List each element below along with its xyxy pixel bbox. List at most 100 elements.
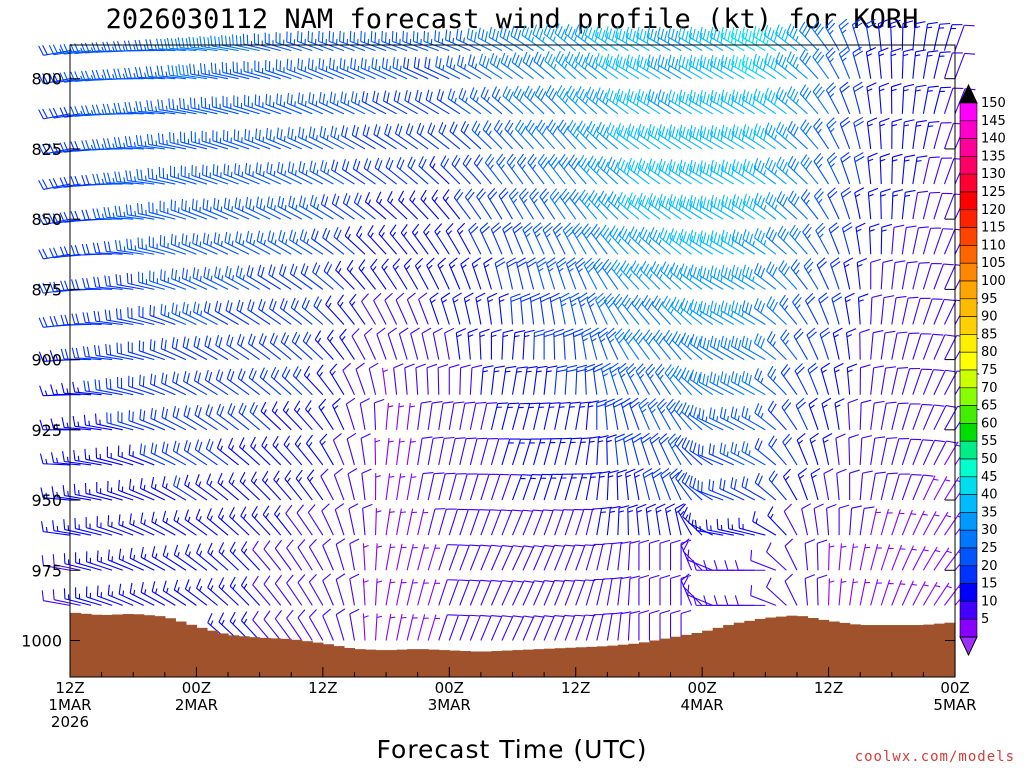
wind-barb: [629, 397, 640, 431]
wind-barb: [587, 155, 608, 185]
wind-barb-staff: [266, 137, 292, 150]
wind-barb: [526, 257, 537, 290]
wind-barb-full: [53, 281, 59, 292]
wind-barb-full: [308, 538, 317, 548]
wind-barb-full: [575, 51, 581, 62]
wind-barb-staff: [709, 417, 734, 431]
wind-barb-full: [465, 157, 472, 168]
wind-barb-full: [409, 190, 416, 200]
wind-barb-full: [669, 228, 674, 239]
wind-barb-full: [720, 26, 724, 38]
wind-barb-full: [623, 328, 631, 338]
wind-barb-full: [276, 93, 279, 104]
wind-barb-full: [639, 56, 644, 67]
wind-barb-full: [627, 157, 633, 169]
wind-barb-staff: [339, 336, 355, 360]
wind-barb-full: [411, 223, 420, 233]
wind-barb-full: [688, 89, 693, 101]
wind-barb-staff: [396, 613, 403, 641]
wind-barb: [697, 444, 724, 466]
wind-barb-staff: [562, 230, 577, 255]
wind-barb-half: [209, 515, 213, 521]
wind-barb-full: [692, 595, 697, 606]
wind-barb-half: [200, 310, 203, 316]
wind-barb-full: [706, 199, 710, 210]
wind-barb-half: [143, 45, 147, 51]
wind-barb: [451, 154, 471, 185]
wind-barb-staff: [620, 269, 640, 290]
wind-barb-staff: [137, 110, 165, 115]
wind-barb-half: [241, 205, 244, 212]
wind-barb-full: [520, 297, 531, 303]
wind-barb: [661, 295, 682, 325]
wind-barb-full: [227, 437, 234, 448]
wind-barb-half: [134, 210, 137, 217]
wind-barb-full: [215, 334, 220, 346]
wind-barb-staff: [437, 264, 450, 290]
wind-barb-full: [688, 54, 693, 66]
wind-barb-full: [539, 56, 545, 67]
wind-barb-full: [185, 303, 189, 315]
wind-barb-full: [49, 282, 55, 293]
wind-barb: [48, 72, 81, 84]
wind-barb-half: [730, 276, 734, 282]
wind-barb-full: [225, 62, 228, 74]
wind-barb-full: [737, 58, 742, 70]
wind-barb-full: [74, 106, 80, 117]
wind-barb-full: [374, 59, 378, 70]
wind-barb-full: [544, 615, 555, 618]
wind-barb-full: [107, 549, 110, 560]
wind-barb-staff: [699, 36, 724, 52]
wind-barb-full: [617, 362, 627, 371]
wind-barb-full: [597, 296, 606, 305]
wind-barb-full: [731, 159, 736, 170]
wind-barb-full: [118, 479, 120, 491]
wind-barb-full: [623, 162, 629, 173]
wind-barb-half: [414, 231, 419, 236]
wind-barb-staff: [404, 367, 408, 395]
wind-barb-full: [653, 93, 658, 104]
wind-barb-full: [699, 230, 703, 241]
wind-barb-staff: [554, 367, 558, 395]
wind-barb-full: [531, 191, 539, 201]
wind-barb-full: [175, 338, 179, 350]
wind-barb-half: [123, 177, 126, 183]
wind-barb-half: [143, 484, 146, 491]
wind-barb-staff: [215, 378, 239, 396]
wind-barb-full: [546, 26, 552, 37]
wind-barb-staff: [182, 277, 208, 290]
wind-barb: [236, 299, 260, 325]
wind-barb-half: [376, 580, 383, 583]
wind-barb-full: [193, 370, 198, 381]
wind-barb-full: [623, 433, 634, 439]
wind-barb: [128, 478, 155, 501]
wind-barb-half: [66, 456, 69, 463]
wind-barb-full: [550, 56, 556, 67]
wind-barb-half: [461, 264, 467, 269]
wind-barb-half: [542, 36, 545, 42]
wind-barb-full: [661, 126, 666, 137]
wind-barb: [585, 507, 604, 536]
wind-barb-staff: [193, 345, 218, 361]
wind-barb: [352, 158, 376, 185]
wind-barb: [82, 312, 113, 326]
wind-barb: [543, 579, 565, 606]
wind-barb-full: [703, 595, 708, 606]
wind-barb-full: [343, 93, 347, 104]
wind-barb-full: [610, 505, 621, 509]
wind-barb-full: [300, 263, 306, 274]
wind-barb-full: [705, 519, 708, 530]
wind-barb: [62, 451, 92, 466]
wind-barb-staff: [127, 282, 155, 290]
wind-barb-staff: [138, 315, 165, 326]
wind-barb-half: [315, 100, 318, 107]
wind-barb-staff: [590, 232, 608, 255]
wind-barb-full: [526, 257, 536, 264]
wind-barb-half: [221, 549, 225, 555]
wind-barb-full: [647, 398, 657, 407]
wind-barb: [680, 297, 703, 325]
wind-barb-full: [256, 230, 261, 242]
wind-barb-half: [178, 276, 181, 282]
wind-barb: [237, 334, 260, 361]
wind-barb-full: [611, 612, 623, 615]
